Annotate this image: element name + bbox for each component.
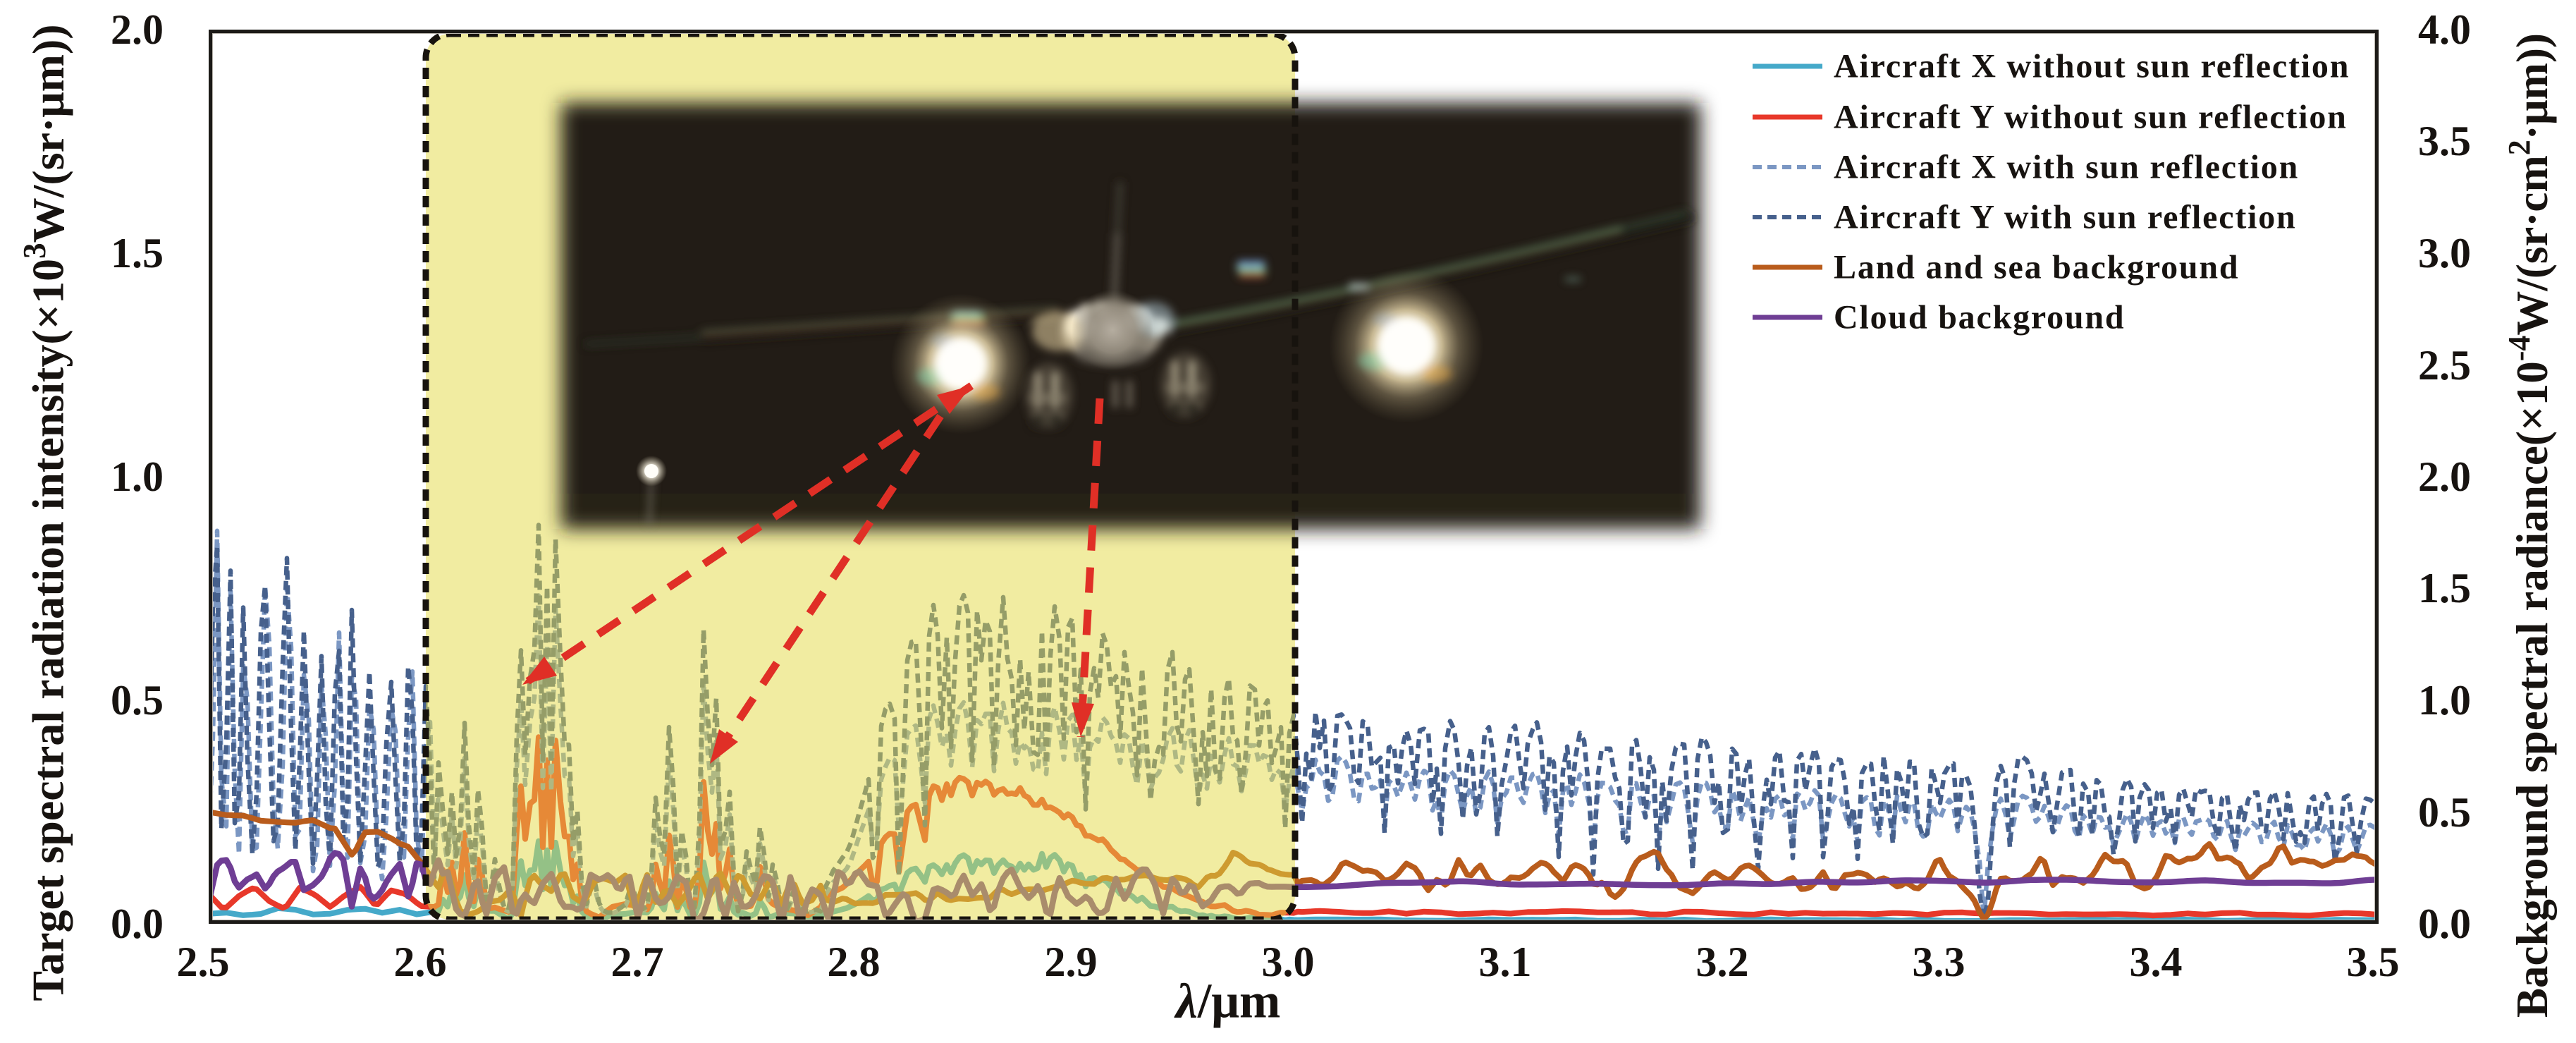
- svg-text:1.5: 1.5: [111, 230, 164, 276]
- svg-text:0.5: 0.5: [111, 677, 164, 724]
- svg-text:2.5: 2.5: [2418, 342, 2471, 389]
- svg-text:3.3: 3.3: [1913, 939, 1965, 985]
- svg-text:3.0: 3.0: [2418, 230, 2471, 276]
- svg-text:3.1: 3.1: [1479, 939, 1532, 985]
- svg-text:λ/μm: λ/μm: [1174, 975, 1281, 1029]
- svg-text:1.5: 1.5: [2418, 565, 2471, 611]
- svg-text:2.0: 2.0: [2418, 453, 2471, 500]
- svg-text:Aircraft Y without sun reflect: Aircraft Y without sun reflection: [1834, 99, 2348, 136]
- svg-text:2.8: 2.8: [828, 939, 881, 985]
- svg-text:3.5: 3.5: [2418, 118, 2471, 164]
- svg-text:Target spectral radiation inte: Target spectral radiation intensity(×103…: [17, 24, 73, 1001]
- svg-text:3.4: 3.4: [2130, 939, 2183, 985]
- svg-text:3.2: 3.2: [1696, 939, 1749, 985]
- svg-text:2.7: 2.7: [611, 939, 664, 985]
- svg-text:Cloud background: Cloud background: [1834, 299, 2125, 336]
- svg-text:Land and sea background: Land and sea background: [1834, 249, 2239, 286]
- svg-text:2.9: 2.9: [1045, 939, 1098, 985]
- svg-text:Background spectral radiance(×: Background spectral radiance(×10-4W/(sr·…: [2502, 33, 2558, 1018]
- svg-text:0.0: 0.0: [2418, 901, 2471, 947]
- svg-text:2.6: 2.6: [394, 939, 447, 985]
- svg-text:0.0: 0.0: [111, 901, 164, 947]
- svg-text:0.5: 0.5: [2418, 789, 2471, 836]
- svg-text:1.0: 1.0: [2418, 677, 2471, 724]
- svg-text:2.5: 2.5: [177, 939, 230, 985]
- svg-text:Aircraft Y with sun reflection: Aircraft Y with sun reflection: [1834, 199, 2297, 236]
- svg-text:4.0: 4.0: [2418, 6, 2471, 53]
- svg-text:1.0: 1.0: [111, 453, 164, 500]
- svg-text:2.0: 2.0: [111, 6, 164, 53]
- svg-text:3.5: 3.5: [2347, 939, 2400, 985]
- svg-text:Aircraft X without sun reflect: Aircraft X without sun reflection: [1834, 48, 2350, 85]
- svg-text:Aircraft X with sun reflection: Aircraft X with sun reflection: [1834, 149, 2299, 186]
- svg-text:3.0: 3.0: [1262, 939, 1315, 985]
